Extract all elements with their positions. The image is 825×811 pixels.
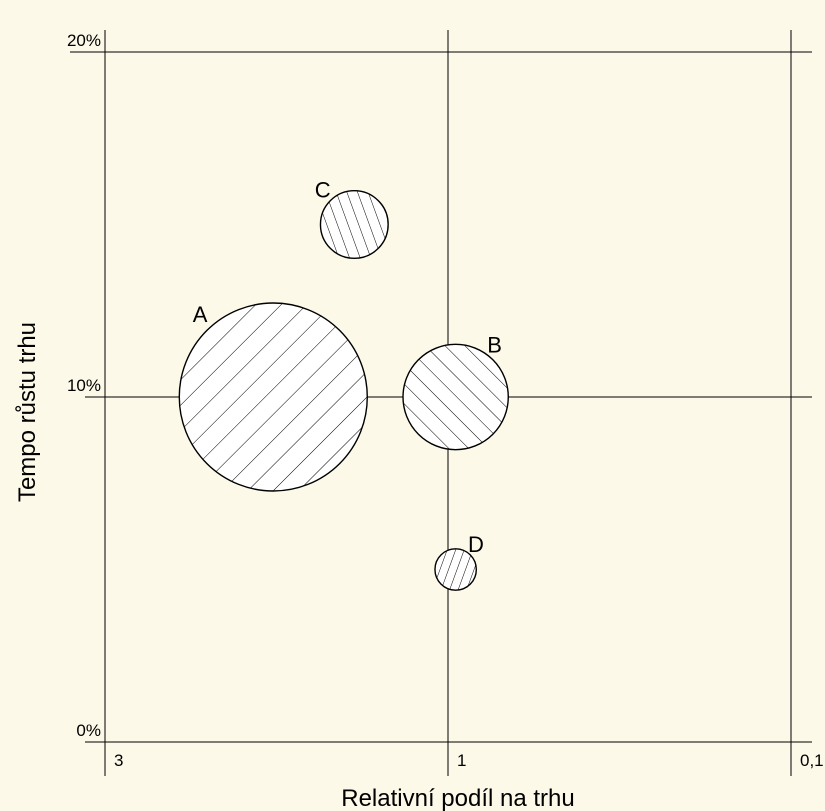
- x-axis-label: Relativní podíl na trhu: [341, 785, 574, 811]
- bubble-d: [434, 548, 478, 591]
- bubble-b: [402, 343, 509, 451]
- y-axis-label: Tempo růstu trhu: [14, 322, 41, 502]
- bubble-label-a: A: [193, 302, 208, 327]
- bubble-labels: A B C D: [193, 177, 502, 556]
- bubbles: [178, 189, 509, 591]
- x-tick-label: 3: [114, 751, 123, 770]
- bubble-c: [319, 189, 389, 260]
- bubble-label-c: C: [315, 177, 331, 202]
- bubble-label-d: D: [468, 532, 484, 557]
- y-tick-label: 0%: [76, 721, 101, 740]
- y-tick-label: 10%: [67, 376, 101, 395]
- tick-labels: 0% 10% 20% 3 1 0,1: [67, 31, 824, 770]
- y-tick-label: 20%: [67, 31, 101, 50]
- bubble-a: [178, 302, 368, 492]
- x-tick-label: 0,1: [800, 751, 824, 770]
- x-tick-label: 1: [457, 751, 466, 770]
- bubble-label-b: B: [487, 332, 502, 357]
